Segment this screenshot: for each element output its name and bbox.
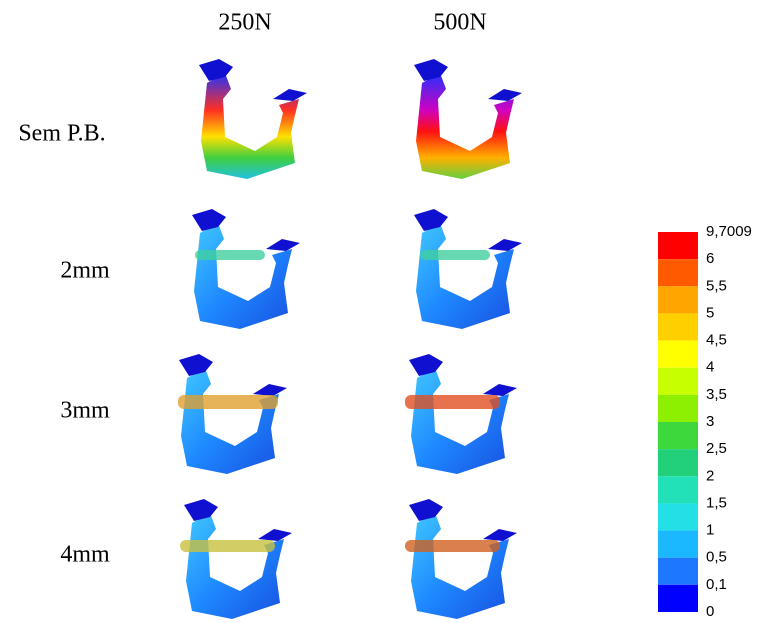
legend-label: 4 [706, 359, 714, 376]
mandible-images [178, 59, 522, 619]
legend-label: 5,5 [706, 277, 727, 294]
legend-label: 2,5 [706, 440, 727, 457]
legend-swatch [658, 422, 698, 449]
legend-swatch [658, 503, 698, 530]
figure-canvas: 250N 500N Sem P.B. 2mm 3mm 4mm 9,7009 6 5,5 5 4,5 4… [0, 0, 758, 623]
legend-label: 9,7009 [706, 223, 752, 240]
column-header: 250N [218, 10, 271, 36]
legend-swatch [658, 585, 698, 612]
legend-label: 3,5 [706, 386, 727, 403]
legend-label: 1,5 [706, 494, 727, 511]
column-header: 500N [433, 10, 486, 36]
row-label: 3mm [60, 398, 110, 424]
legend-label: 0 [706, 603, 714, 620]
row-label: 4mm [60, 542, 110, 568]
legend-swatch [658, 286, 698, 313]
legend-swatch [658, 395, 698, 422]
legend-label: 0,5 [706, 549, 727, 566]
row-label: 2mm [60, 258, 110, 284]
legend-swatch [658, 259, 698, 286]
legend-label: 0,1 [706, 576, 727, 593]
legend-swatch [658, 476, 698, 503]
row-label: Sem P.B. [18, 121, 105, 147]
figure: 250N 500N Sem P.B. 2mm 3mm 4mm 9,7009 6 5,5 5 4,5 4… [0, 0, 758, 623]
legend-label: 3 [706, 413, 714, 430]
legend-label: 6 [706, 250, 714, 267]
legend-swatch [658, 232, 698, 259]
legend-label: 2 [706, 467, 714, 484]
legend-swatch [658, 531, 698, 558]
legend-label: 4,5 [706, 332, 727, 349]
legend-swatch [658, 449, 698, 476]
legend-swatch [658, 368, 698, 395]
legend-swatch [658, 341, 698, 368]
legend-label: 1 [706, 522, 714, 539]
legend-swatch [658, 558, 698, 585]
legend-swatch [658, 313, 698, 340]
legend-label: 5 [706, 304, 714, 321]
